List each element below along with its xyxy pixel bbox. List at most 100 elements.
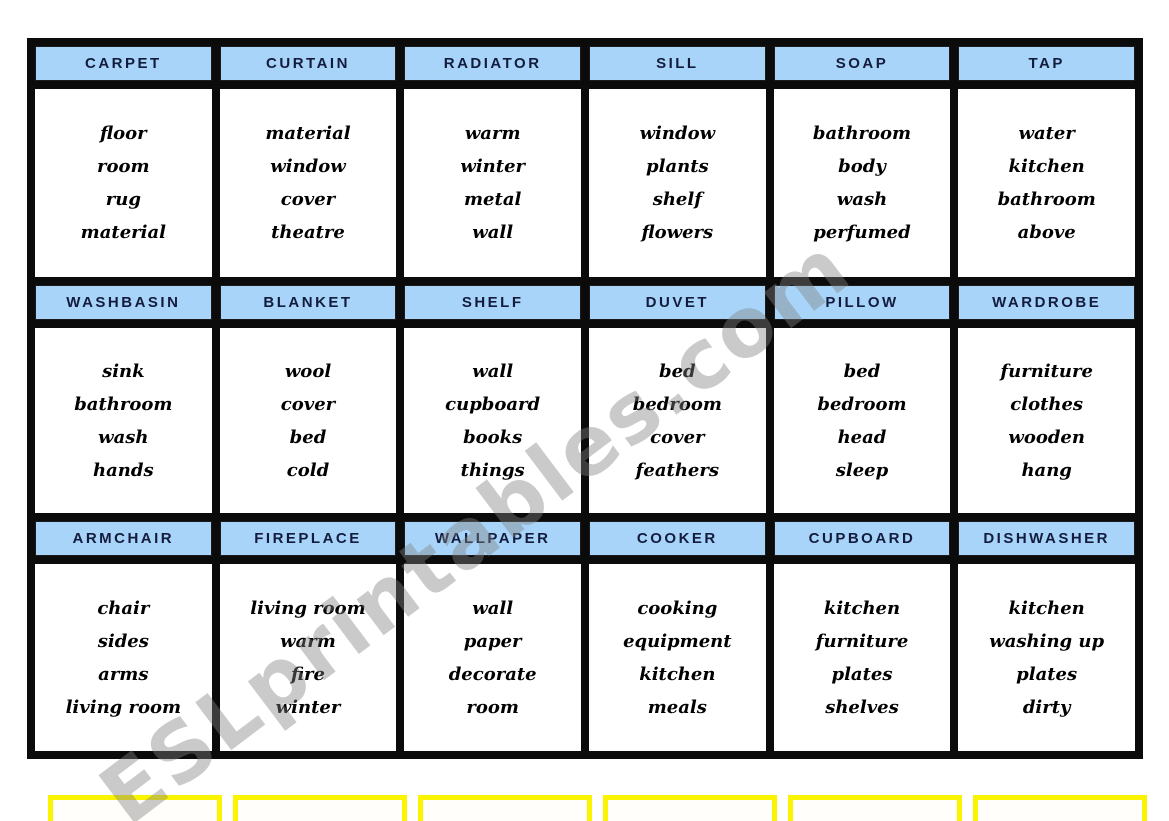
card-words: kitchen washing up plates dirty	[958, 564, 1135, 751]
taboo-card-grid: CARPET CURTAIN RADIATOR SILL SOAP TAP floor roo…	[27, 38, 1143, 759]
card-title: ARMCHAIR	[35, 521, 212, 556]
card-word: window	[270, 156, 346, 177]
card-word: bathroom	[812, 123, 912, 144]
card-word: material	[265, 123, 351, 144]
card-word: cold	[286, 459, 330, 481]
card-word: furniture	[815, 630, 909, 652]
card-word: sides	[97, 630, 149, 652]
card-word: living room	[250, 597, 366, 619]
card-word: wall	[472, 360, 514, 382]
card-word: metal	[464, 189, 522, 210]
card-word: water	[1018, 123, 1075, 144]
card-word: bathroom	[997, 189, 1096, 210]
card-word: flowers	[641, 222, 714, 243]
card-word: furniture	[1000, 360, 1093, 382]
card-word: room	[466, 696, 519, 718]
card-words: window plants shelf flowers	[589, 89, 766, 277]
card-word: bedroom	[817, 393, 907, 415]
card-word: plants	[646, 156, 709, 177]
card-word: floor	[100, 123, 147, 144]
card-word: kitchen	[823, 597, 901, 619]
card-word: hang	[1021, 459, 1072, 481]
card-word: dirty	[1022, 696, 1071, 718]
card-word: material	[80, 222, 166, 243]
card-word: things	[460, 459, 525, 481]
card-word: bed	[843, 360, 881, 382]
card-word: meals	[647, 696, 707, 718]
card-title: WALLPAPER	[404, 521, 581, 556]
card-word: cupboard	[445, 393, 541, 415]
blank-card-box	[603, 795, 777, 821]
card-word: winter	[275, 696, 341, 718]
card-word: washing up	[989, 630, 1105, 652]
card-word: winter	[460, 156, 525, 177]
card-word: fire	[290, 663, 325, 685]
card-word: equipment	[623, 630, 732, 652]
card-words: bathroom body wash perfumed	[773, 89, 951, 277]
card-word: decorate	[448, 663, 537, 685]
card-word: sink	[102, 360, 145, 382]
card-title: WASHBASIN	[35, 285, 212, 320]
card-word: window	[639, 123, 716, 144]
blank-card-box	[233, 795, 407, 821]
card-words: bed bedroom cover feathers	[589, 328, 766, 513]
card-word: plates	[1016, 663, 1078, 685]
card-words: material window cover theatre	[219, 89, 397, 277]
card-word: cooking	[637, 597, 718, 619]
card-words: wall paper decorate room	[404, 564, 581, 751]
card-word: perfumed	[813, 222, 911, 243]
card-word: above	[1017, 222, 1076, 243]
card-word: wash	[98, 426, 149, 448]
card-title: CUPBOARD	[773, 521, 951, 556]
card-word: kitchen	[1008, 156, 1085, 177]
card-word: shelves	[825, 696, 899, 718]
card-word: plates	[831, 663, 893, 685]
card-word: wall	[472, 597, 514, 619]
card-words: water kitchen bathroom above	[958, 89, 1135, 277]
card-word: paper	[463, 630, 522, 652]
card-title: DUVET	[589, 285, 766, 320]
card-title: BLANKET	[219, 285, 397, 320]
card-word: bedroom	[632, 393, 722, 415]
card-word: head	[837, 426, 887, 448]
card-words: warm winter metal wall	[404, 89, 581, 277]
card-word: theatre	[271, 222, 345, 243]
card-word: feathers	[635, 459, 719, 481]
card-word: sleep	[835, 459, 889, 481]
blank-card-box	[418, 795, 592, 821]
card-word: living room	[65, 696, 182, 718]
blank-card-box	[973, 795, 1147, 821]
card-title: SILL	[589, 46, 766, 81]
blank-card-box	[788, 795, 962, 821]
card-words: chair sides arms living room	[35, 564, 212, 751]
card-word: wall	[472, 222, 514, 243]
card-words: living room warm fire winter	[219, 564, 397, 751]
card-title: WARDROBE	[958, 285, 1135, 320]
card-word: hands	[93, 459, 154, 481]
card-word: cover	[650, 426, 705, 448]
card-title: FIREPLACE	[219, 521, 397, 556]
card-title: DISHWASHER	[958, 521, 1135, 556]
card-word: room	[97, 156, 150, 177]
card-word: wooden	[1008, 426, 1085, 448]
card-word: kitchen	[639, 663, 716, 685]
card-title: TAP	[958, 46, 1135, 81]
card-word: shelf	[652, 189, 702, 210]
card-word: clothes	[1010, 393, 1084, 415]
card-word: kitchen	[1008, 597, 1085, 619]
card-words: wool cover bed cold	[219, 328, 397, 513]
card-title: SOAP	[773, 46, 951, 81]
card-words: sink bathroom wash hands	[35, 328, 212, 513]
card-word: wool	[284, 360, 332, 382]
card-word: chair	[97, 597, 150, 619]
card-word: warm	[464, 123, 521, 144]
card-word: books	[463, 426, 523, 448]
card-words: kitchen furniture plates shelves	[773, 564, 951, 751]
blank-card-box	[48, 795, 222, 821]
card-title: SHELF	[404, 285, 581, 320]
card-title: PILLOW	[773, 285, 951, 320]
card-word: wash	[836, 189, 888, 210]
card-word: bed	[659, 360, 696, 382]
card-title: RADIATOR	[404, 46, 581, 81]
